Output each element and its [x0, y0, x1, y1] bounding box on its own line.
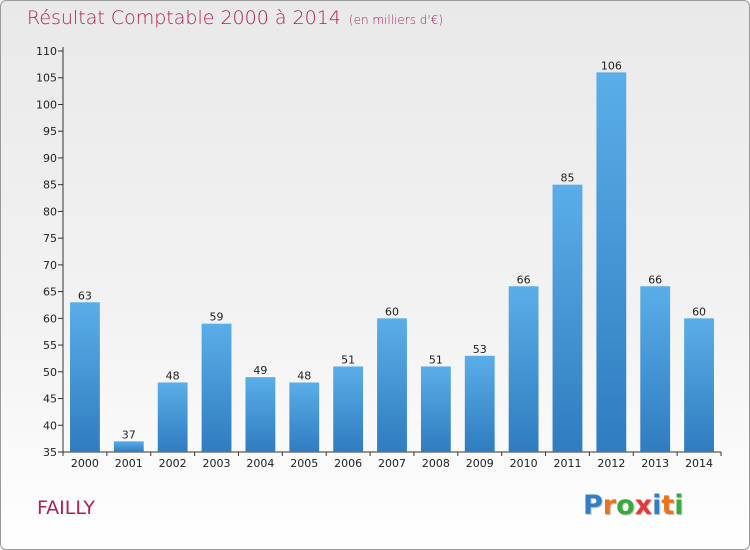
bar — [333, 366, 364, 452]
logo-letter: o — [616, 490, 635, 521]
data-label: 51 — [341, 353, 355, 366]
x-tick-label: 2005 — [290, 457, 318, 470]
x-tick-label: 2001 — [115, 457, 143, 470]
data-label: 37 — [122, 428, 136, 441]
y-tick-label: 90 — [43, 152, 57, 165]
x-tick-label: 2008 — [422, 457, 450, 470]
bar-series — [70, 72, 714, 453]
y-tick-label: 55 — [43, 339, 57, 352]
bar — [464, 355, 495, 452]
x-tick-label: 2012 — [597, 457, 625, 470]
logo-letter: r — [602, 490, 617, 521]
bar — [245, 377, 276, 452]
x-tick-label: 2009 — [466, 457, 494, 470]
x-tick-label: 2014 — [685, 457, 713, 470]
data-labels: 63 37 48 59 49 48 51 60 51 53 66 85 106 66 60 — [78, 59, 706, 441]
data-label: 106 — [601, 59, 622, 72]
y-tick-label: 45 — [43, 393, 57, 406]
x-tick-label: 2011 — [553, 457, 581, 470]
data-label: 60 — [692, 305, 706, 318]
y-tick-label: 60 — [43, 312, 57, 325]
proxiti-logo: Proxiti — [583, 490, 684, 521]
y-tick-label: 70 — [43, 259, 57, 272]
bar — [508, 286, 539, 452]
y-tick-label: 100 — [36, 98, 57, 111]
chart-title-text: Résultat Comptable 2000 à 2014 — [27, 7, 341, 29]
x-tick-label: 2007 — [378, 457, 406, 470]
y-tick-label: 35 — [43, 446, 57, 459]
y-tick-label: 85 — [43, 179, 57, 192]
y-tick-label: 40 — [43, 419, 57, 432]
data-label: 63 — [78, 289, 92, 302]
x-tick-label: 2003 — [203, 457, 231, 470]
logo-letter: t — [661, 490, 675, 521]
chart-subtitle: (en milliers d'€) — [348, 13, 444, 27]
logo-letter: i — [674, 490, 684, 521]
bar — [640, 286, 671, 452]
data-label: 66 — [648, 273, 662, 286]
commune-name: FAILLY — [37, 497, 96, 519]
chart-title: Résultat Comptable 2000 à 2014 (en millie… — [27, 7, 443, 29]
bar — [289, 382, 320, 452]
x-tick-label: 2010 — [510, 457, 538, 470]
y-tick-label: 105 — [36, 72, 57, 85]
logo-letter: P — [583, 490, 603, 521]
y-tick-label: 110 — [36, 45, 57, 58]
bar — [596, 72, 627, 453]
bar — [552, 184, 583, 452]
data-label: 48 — [166, 369, 180, 382]
bar — [70, 302, 100, 452]
x-tick-label: 2013 — [641, 457, 669, 470]
logo-letter: i — [652, 490, 662, 521]
logo-letter: x — [634, 490, 653, 521]
data-label: 51 — [429, 353, 443, 366]
x-axis: 2000 2001 2002 2003 2004 2005 2006 2007 2008 2009… — [62, 451, 722, 470]
y-tick-label: 65 — [43, 286, 57, 299]
data-label: 49 — [253, 364, 267, 377]
data-label: 60 — [385, 305, 399, 318]
x-tick-label: 2006 — [334, 457, 362, 470]
data-label: 85 — [560, 172, 574, 185]
data-label: 53 — [473, 343, 487, 356]
data-label: 48 — [297, 369, 311, 382]
x-tick-label: 2004 — [246, 457, 274, 470]
data-label: 59 — [210, 311, 224, 324]
y-tick-label: 95 — [43, 125, 57, 138]
bar — [113, 441, 144, 452]
data-label: 66 — [517, 273, 531, 286]
x-tick-label: 2000 — [71, 457, 99, 470]
bar — [201, 323, 232, 452]
bar — [377, 318, 407, 452]
y-tick-label: 80 — [43, 205, 57, 218]
bar — [420, 366, 451, 452]
x-tick-label: 2002 — [159, 457, 187, 470]
y-tick-label: 50 — [43, 366, 57, 379]
bar — [157, 382, 188, 452]
y-axis: 35 40 45 50 55 60 65 70 75 80 85 90 95 100 105 110 — [36, 45, 64, 459]
bar — [684, 318, 714, 452]
y-tick-label: 75 — [43, 232, 57, 245]
